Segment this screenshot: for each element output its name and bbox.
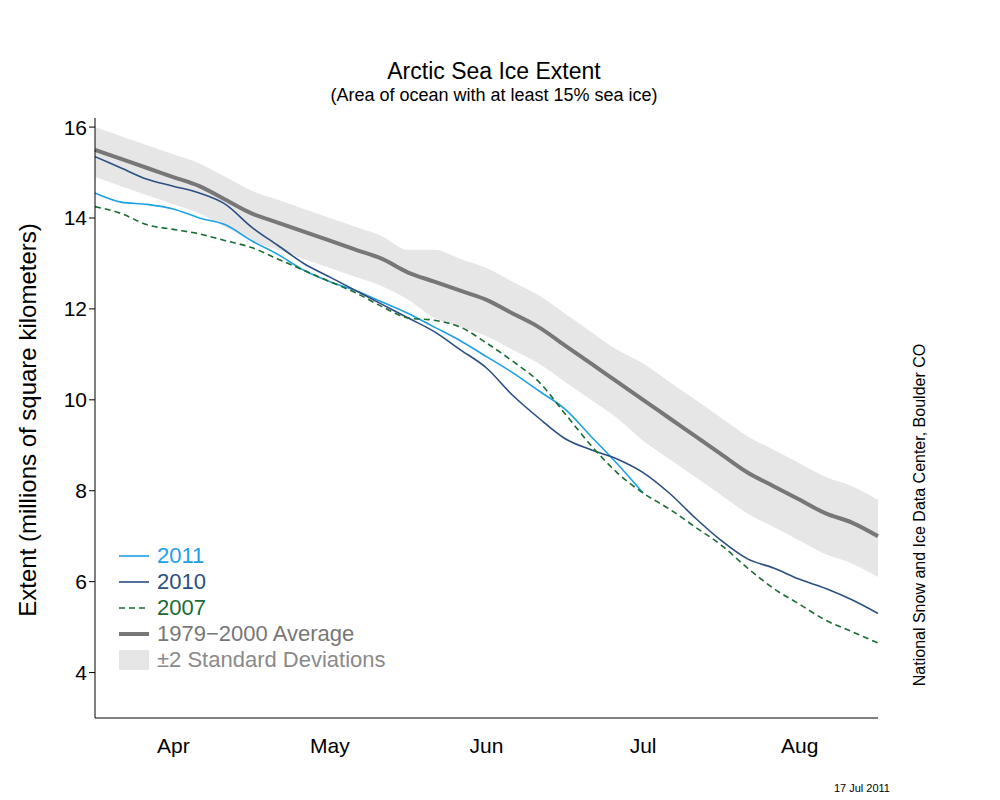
html-text:Extent (millions of square kil: Extent (millions of square kilometers) (14, 223, 41, 617)
svg-text:14: 14 (64, 206, 88, 229)
svg-text:Jun: Jun (470, 734, 504, 757)
html-text:National Snow and Ice Data Cen: National Snow and Ice Data Center, Bould… (911, 343, 928, 687)
svg-text:16: 16 (64, 116, 87, 139)
html-text:±2 Standard Deviations: ±2 Standard Deviations (157, 647, 386, 672)
svg-text:8: 8 (75, 479, 87, 502)
html-text:1979−2000 Average: 1979−2000 Average (157, 621, 355, 646)
svg-text:10: 10 (64, 388, 87, 411)
html-text:Arctic Sea Ice Extent: Arctic Sea Ice Extent (387, 58, 601, 84)
html-text:2010: 2010 (157, 569, 206, 594)
svg-text:6: 6 (75, 570, 87, 593)
svg-text:Apr: Apr (157, 734, 190, 757)
svg-text:12: 12 (64, 297, 87, 320)
html-text:2011: 2011 (157, 543, 205, 568)
html-text:17 Jul 2011: 17 Jul 2011 (833, 782, 890, 794)
svg-text:May: May (310, 734, 350, 757)
html-text:(Area of ocean with at least 1: (Area of ocean with at least 15% sea ice… (330, 85, 658, 105)
svg-text:4: 4 (75, 661, 87, 684)
html-text:2007: 2007 (157, 595, 206, 620)
svg-text:Aug: Aug (781, 734, 818, 757)
svg-text:Jul: Jul (630, 734, 657, 757)
